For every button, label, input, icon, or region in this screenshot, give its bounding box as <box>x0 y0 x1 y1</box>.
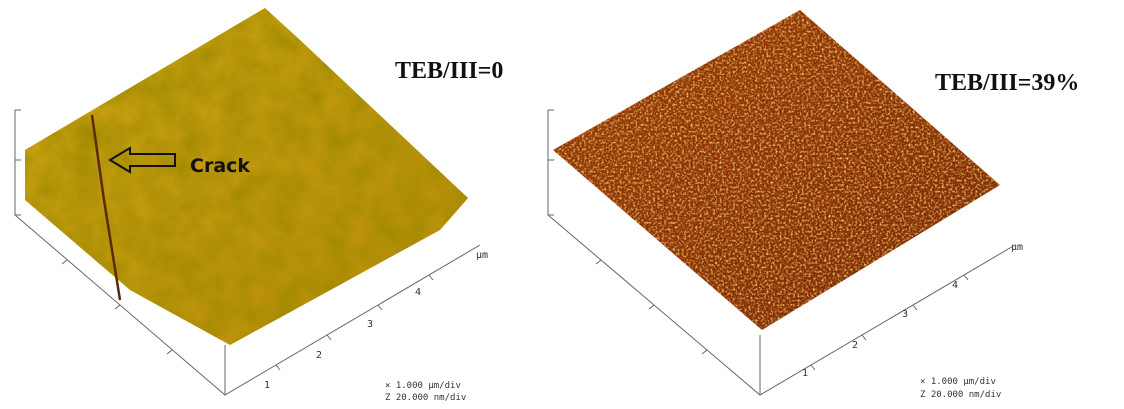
arrow <box>108 146 176 174</box>
axes <box>14 109 481 396</box>
tick-label: 4 <box>415 287 421 298</box>
axis-unit: µm <box>476 250 488 261</box>
tick-label: 2 <box>316 350 322 361</box>
surface-texture <box>553 10 1000 330</box>
panel-right: TEB/III=39% 1 2 3 4 µm × 1.000 µm/div Z … <box>547 10 1079 400</box>
tick-label: 2 <box>852 340 858 351</box>
axes <box>547 109 1016 396</box>
tick-label: 1 <box>802 368 808 379</box>
panel-left: Crack TEB/III=0 1 2 3 4 µm × 1.000 µm/di… <box>14 8 503 403</box>
scale-z: Z 20.000 nm/div <box>385 393 466 403</box>
scale-xy: × 1.000 µm/div <box>920 377 996 387</box>
tick-label: 4 <box>952 280 958 291</box>
tick-label: 3 <box>367 319 373 330</box>
surface-texture <box>25 8 468 345</box>
panel-label: TEB/III=39% <box>935 70 1079 96</box>
panel-label: TEB/III=0 <box>395 58 503 84</box>
axis-unit: µm <box>1011 242 1023 253</box>
tick-label: 3 <box>902 309 908 320</box>
annotation: Crack <box>190 155 250 177</box>
tick-label: 1 <box>264 380 270 391</box>
scale-xy: × 1.000 µm/div <box>385 381 461 391</box>
crack-line <box>90 114 122 301</box>
scale-z: Z 20.000 nm/div <box>920 390 1001 400</box>
